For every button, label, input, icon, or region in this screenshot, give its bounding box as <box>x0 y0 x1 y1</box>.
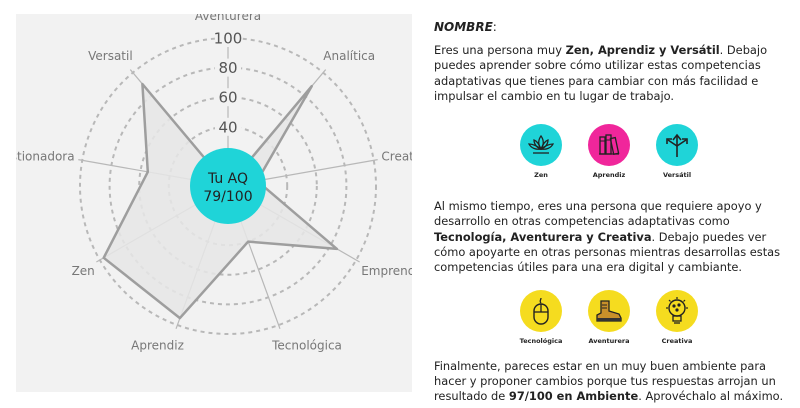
radar-chart-panel: Aventurera Analítica Creativa Emprendedora T… <box>16 14 412 392</box>
radar-axis-label: Cuestionadora <box>16 150 75 164</box>
radar-axis-label: Versatil <box>88 49 133 63</box>
weakness-creativa: Creativa <box>653 289 701 345</box>
development-highlight: Tecnología, Aventurera y Creativa <box>434 229 652 244</box>
aq-title: Tu AQ <box>207 171 248 187</box>
environment-highlight: 97/100 en Ambiente <box>508 389 639 404</box>
weakness-aventurera: Aventurera <box>585 289 633 345</box>
tick-label-bg <box>215 117 241 136</box>
tick-label-bg <box>215 29 241 47</box>
aq-score-circle: Tu AQ 79/100 <box>190 148 266 224</box>
strengths-highlight: Zen, Aprendiz y Versátil <box>565 43 720 57</box>
radar-axis-label: Aprendiz <box>131 339 184 353</box>
strength-zen: Zen <box>517 124 565 179</box>
aq-score: 79/100 <box>203 189 252 205</box>
radar-axis-label: Aventurera <box>195 14 261 23</box>
tick-label-bg <box>215 88 241 107</box>
name-label: NOMBRE <box>434 20 493 34</box>
strength-aprendiz: Aprendiz <box>585 124 633 179</box>
radar-grid-ring <box>108 66 348 306</box>
strengths-paragraph: Eres una persona muy Zen, Aprendiz y Ver… <box>434 43 768 103</box>
radar-axis-label: Creativa <box>381 150 412 164</box>
radar-tick-label: 60 <box>218 89 237 107</box>
name-heading: NOMBRE: <box>434 20 790 34</box>
radar-tick-label: 40 <box>218 118 237 136</box>
radar-chart: Aventurera Analítica Creativa Emprendedora T… <box>16 14 412 353</box>
books-icon <box>588 124 630 167</box>
radar-axis-label: Zen <box>72 264 95 278</box>
radar-axis-label: Tecnológica <box>271 339 342 353</box>
radar-tick-label: 80 <box>218 59 237 77</box>
lotus-icon <box>520 124 562 167</box>
arrows-icon <box>656 124 698 167</box>
development-icon-row: Tecnológica Aventurera <box>517 289 790 345</box>
mouse-icon <box>520 289 562 332</box>
strengths-icon-row: Zen Aprendiz <box>517 124 790 179</box>
environment-paragraph: Finalmente, pareces estar en un muy buen… <box>434 358 784 404</box>
boot-icon <box>588 289 630 332</box>
strength-versatil: Versátil <box>653 124 701 179</box>
lightbulb-icon <box>656 289 698 332</box>
radar-axis-label: Emprendedora <box>361 264 412 278</box>
development-paragraph: Al mismo tiempo, eres una persona que re… <box>434 199 781 275</box>
tick-label-bg <box>215 58 241 77</box>
radar-axis-label: Analítica <box>323 49 375 63</box>
radar-tick-label: 100 <box>214 30 243 48</box>
weakness-tecnologica: Tecnológica <box>517 289 565 345</box>
name-suffix: : <box>492 20 497 34</box>
results-text-panel: NOMBRE: Eres una persona muy Zen, Aprend… <box>434 20 790 405</box>
